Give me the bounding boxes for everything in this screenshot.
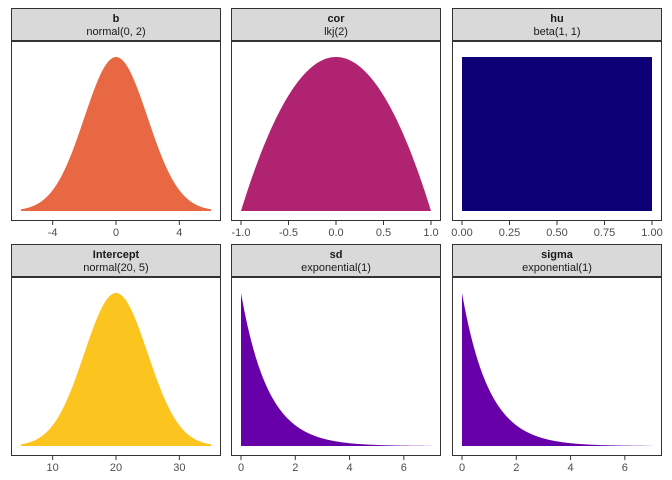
x-tick-label: 4 [568,462,574,474]
density-area [21,293,211,446]
x-tick-label: 0.5 [376,227,391,239]
density-area [241,293,431,446]
x-tick-label: 0.0 [328,227,343,239]
x-tick-label: 4 [347,462,353,474]
x-tick-label: 6 [401,462,407,474]
x-tick-label: 6 [622,462,628,474]
x-tick-label: -1.0 [232,227,251,239]
facet-strip-subtitle: lkj(2) [324,26,348,38]
x-tick-label: 4 [176,227,182,239]
x-tick-label: 0.00 [451,227,472,239]
facet-strip [452,8,662,41]
facet-strip [231,244,441,277]
facet-strip [11,244,221,277]
x-tick-label: 2 [292,462,298,474]
x-tick-label: 0.25 [499,227,520,239]
facet-strip [231,8,441,41]
x-tick-label: 30 [173,462,185,474]
x-tick-label: 0 [459,462,465,474]
density-area [241,57,431,211]
facet-strip [11,8,221,41]
facet-strip-title: cor [327,13,345,25]
facet-strip-title: Intercept [93,249,140,261]
facet-strip [452,244,662,277]
x-tick-label: 2 [513,462,519,474]
x-tick-label: -0.5 [279,227,298,239]
facet-strip-title: sigma [541,249,574,261]
panel-border [452,41,662,221]
x-tick-label: 0.50 [546,227,567,239]
density-area [462,57,652,211]
panel-border [11,277,221,456]
panel-border [231,277,441,456]
x-tick-label: 20 [110,462,122,474]
x-tick-label: 10 [47,462,59,474]
x-tick-label: 0 [113,227,119,239]
facet-strip-subtitle: exponential(1) [301,262,371,274]
density-area [462,293,652,446]
panel-border [231,41,441,221]
facet-strip-title: sd [330,249,343,261]
facet-strip-subtitle: normal(20, 5) [83,262,148,274]
x-tick-label: 1.0 [423,227,438,239]
facet-strip-title: b [113,13,120,25]
facet-strip-subtitle: exponential(1) [522,262,592,274]
x-tick-label: -4 [48,227,58,239]
x-tick-label: 0 [238,462,244,474]
panel-border [452,277,662,456]
panel-border [11,41,221,221]
facet-strip-title: hu [550,13,563,25]
x-tick-label: 0.75 [594,227,615,239]
x-tick-label: 1.00 [641,227,662,239]
facet-strip-subtitle: normal(0, 2) [86,26,145,38]
density-area [21,57,211,211]
facet-strip-subtitle: beta(1, 1) [533,26,580,38]
